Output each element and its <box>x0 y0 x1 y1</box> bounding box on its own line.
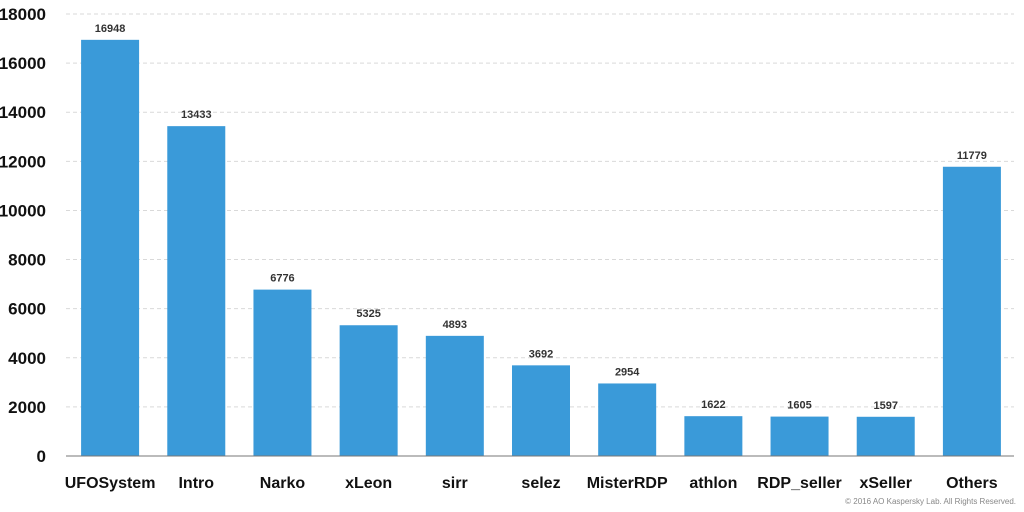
x-tick-label: selez <box>521 475 560 492</box>
data-label: 11779 <box>957 150 987 162</box>
bar-ufosystem <box>81 39 140 456</box>
y-tick-label: 6000 <box>8 300 46 319</box>
x-tick-label: Intro <box>178 475 214 492</box>
x-tick-label: MisterRDP <box>587 475 668 492</box>
bar-misterrdp <box>598 383 657 456</box>
x-tick-label: xSeller <box>859 475 911 492</box>
data-label: 16948 <box>95 23 126 35</box>
x-tick-label: Narko <box>260 475 306 492</box>
bar-xleon <box>339 325 398 456</box>
x-tick-label: athlon <box>689 475 737 492</box>
data-label: 1605 <box>787 400 811 412</box>
bar-narko <box>253 289 312 456</box>
data-label: 2954 <box>615 366 640 378</box>
y-tick-label: 12000 <box>0 152 46 171</box>
y-axis-ticks: 0 2000 4000 6000 8000 10000 12000 14000 16000 180… <box>0 5 46 466</box>
bars <box>81 39 1001 456</box>
bar-athlon <box>684 416 743 456</box>
bar-xseller <box>856 416 915 456</box>
y-tick-label: 18000 <box>0 5 46 24</box>
data-label: 6776 <box>270 273 294 285</box>
bar-rdp-seller <box>770 416 829 456</box>
x-tick-label: UFOSystem <box>65 475 156 492</box>
y-tick-label: 14000 <box>0 103 46 122</box>
bar-intro <box>167 126 226 456</box>
x-axis-ticks: UFOSystem Intro Narko xLeon sirr selez MisterR… <box>65 475 998 492</box>
x-tick-label: Others <box>946 475 998 492</box>
x-tick-label: RDP_seller <box>757 475 842 492</box>
bar-sirr <box>425 335 484 456</box>
y-tick-label: 2000 <box>8 398 46 417</box>
data-labels: 16948 13433 6776 5325 4893 3692 2954 1622 1605 15… <box>95 23 987 412</box>
y-tick-label: 4000 <box>8 349 46 368</box>
x-tick-label: xLeon <box>345 475 392 492</box>
y-tick-label: 16000 <box>0 54 46 73</box>
y-tick-label: 8000 <box>8 251 46 270</box>
data-label: 13433 <box>181 109 212 121</box>
data-label: 5325 <box>356 308 380 320</box>
x-tick-label: sirr <box>442 475 468 492</box>
y-tick-label: 10000 <box>0 201 46 220</box>
bar-selez <box>512 365 570 456</box>
data-label: 4893 <box>443 319 467 331</box>
data-label: 1622 <box>701 399 725 411</box>
data-label: 3692 <box>529 348 553 360</box>
copyright-notice: © 2016 AO Kaspersky Lab. All Rights Rese… <box>845 497 1016 506</box>
bar-others <box>942 166 1001 456</box>
data-label: 1597 <box>873 400 897 412</box>
y-tick-label: 0 <box>37 447 46 466</box>
